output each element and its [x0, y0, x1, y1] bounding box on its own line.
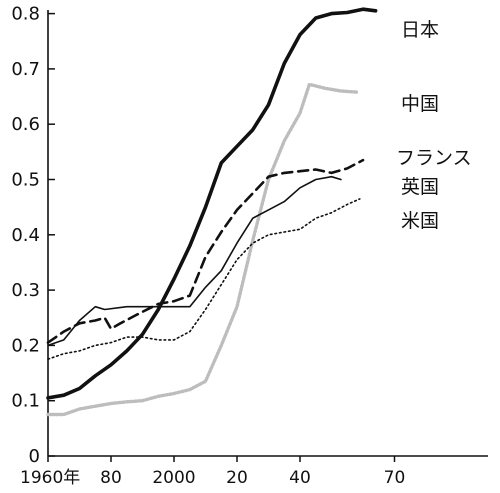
- y-ticks: 0 0.1 0.2 0.3 0.4 0.5 0.6 0.7 0.8: [11, 4, 55, 467]
- series-line-0: [46, 7, 378, 400]
- series-line-2: [46, 158, 365, 344]
- x-tick-label: 1960年: [20, 468, 80, 488]
- y-tick-label: 0.4: [11, 225, 40, 246]
- series-label: 英国: [401, 176, 439, 198]
- series-label: 中国: [401, 93, 439, 115]
- x-tick-label: 20: [226, 468, 248, 488]
- y-tick-label: 0: [29, 446, 40, 467]
- x-tick-label: 80: [100, 468, 122, 488]
- series-label: 日本: [401, 19, 439, 41]
- y-tick-label: 0.1: [11, 391, 40, 412]
- y-tick-label: 0.5: [11, 170, 40, 191]
- x-tick-label: 70: [384, 468, 406, 488]
- y-tick-label: 0.8: [11, 4, 40, 25]
- y-tick-label: 0.3: [11, 280, 40, 301]
- x-tick-label: 2000: [152, 468, 195, 488]
- series-line-4: [47, 198, 361, 361]
- y-tick-label: 0.7: [11, 59, 40, 80]
- series-lines: [46, 7, 378, 417]
- series-line-1: [46, 82, 359, 417]
- series-label: フランス: [396, 147, 472, 169]
- x-ticks: 1960年 80 2000 20 40 70: [20, 456, 405, 488]
- series-label: 米国: [401, 210, 439, 232]
- series-line-3: [47, 175, 342, 347]
- x-tick-label: 40: [289, 468, 311, 488]
- y-tick-label: 0.2: [11, 335, 40, 356]
- y-tick-label: 0.6: [11, 114, 40, 135]
